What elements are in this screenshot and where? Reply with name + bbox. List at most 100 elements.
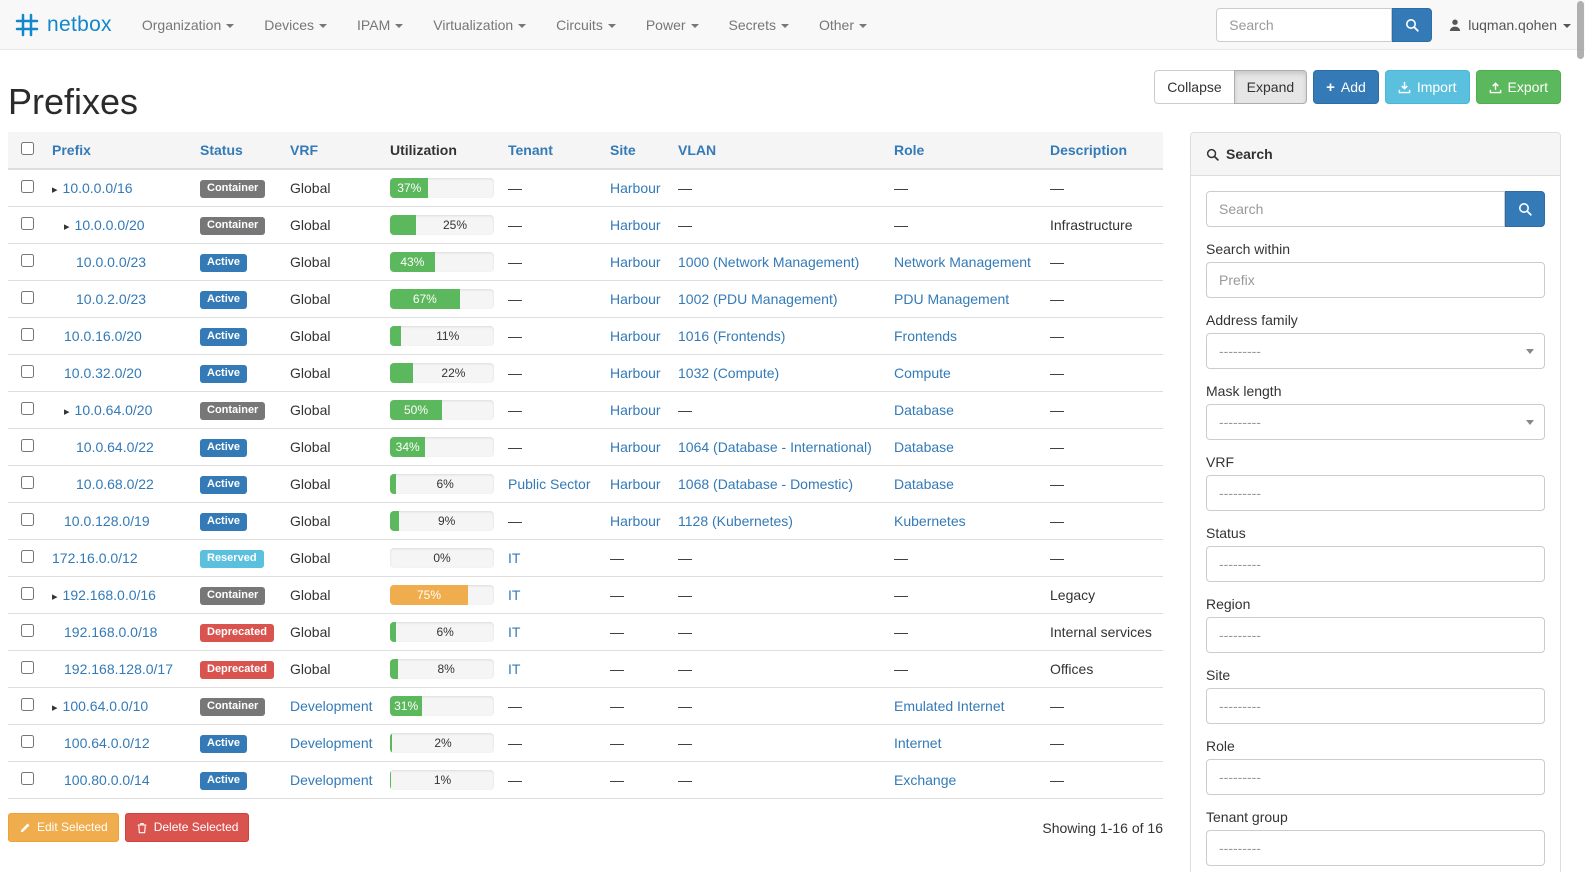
site-link[interactable]: Harbour bbox=[610, 513, 661, 529]
role-link[interactable]: Database bbox=[894, 476, 954, 492]
site-link[interactable]: Harbour bbox=[610, 180, 661, 196]
vrf-link[interactable]: Development bbox=[290, 698, 373, 714]
filter-input-tenant-group[interactable] bbox=[1206, 830, 1545, 866]
filter-select-address-family[interactable]: --------- bbox=[1206, 333, 1545, 369]
user-menu[interactable]: luqman.qohen bbox=[1448, 17, 1571, 33]
site-link[interactable]: Harbour bbox=[610, 254, 661, 270]
row-checkbox[interactable] bbox=[21, 772, 34, 785]
delete-selected-button[interactable]: Delete Selected bbox=[124, 813, 250, 843]
prefix-link[interactable]: 100.64.0.0/10 bbox=[62, 698, 149, 714]
site-link[interactable]: Harbour bbox=[610, 439, 661, 455]
vlan-link[interactable]: 1002 (PDU Management) bbox=[678, 291, 838, 307]
tenant-link[interactable]: IT bbox=[508, 661, 521, 677]
column-header-tenant[interactable]: Tenant bbox=[508, 142, 553, 158]
vrf-link[interactable]: Development bbox=[290, 735, 373, 751]
vrf-link[interactable]: Development bbox=[290, 772, 373, 788]
prefix-link[interactable]: 10.0.64.0/20 bbox=[74, 402, 153, 418]
role-link[interactable]: Database bbox=[894, 402, 954, 418]
column-header-status[interactable]: Status bbox=[200, 142, 243, 158]
role-link[interactable]: Network Management bbox=[894, 254, 1031, 270]
global-search-button[interactable] bbox=[1392, 7, 1433, 42]
collapse-button[interactable]: Collapse bbox=[1154, 70, 1235, 105]
filter-input-vrf[interactable] bbox=[1206, 475, 1545, 511]
filter-input-site[interactable] bbox=[1206, 688, 1545, 724]
prefix-link[interactable]: 172.16.0.0/12 bbox=[52, 550, 138, 566]
site-link[interactable]: Harbour bbox=[610, 291, 661, 307]
row-checkbox[interactable] bbox=[21, 365, 34, 378]
site-link[interactable]: Harbour bbox=[610, 217, 661, 233]
nav-menu-circuits[interactable]: Circuits bbox=[556, 17, 616, 33]
prefix-link[interactable]: 192.168.0.0/18 bbox=[64, 624, 158, 640]
prefix-link[interactable]: 10.0.16.0/20 bbox=[64, 328, 142, 344]
site-link[interactable]: Harbour bbox=[610, 476, 661, 492]
tenant-link[interactable]: IT bbox=[508, 587, 521, 603]
import-button[interactable]: Import bbox=[1384, 70, 1470, 105]
site-link[interactable]: Harbour bbox=[610, 365, 661, 381]
nav-menu-power[interactable]: Power bbox=[646, 17, 699, 33]
row-checkbox[interactable] bbox=[21, 402, 34, 415]
prefix-link[interactable]: 10.0.2.0/23 bbox=[76, 291, 147, 307]
row-checkbox[interactable] bbox=[21, 698, 34, 711]
filter-select-mask-length[interactable]: --------- bbox=[1206, 404, 1545, 440]
select-all-checkbox[interactable] bbox=[21, 142, 34, 155]
scrollbar[interactable] bbox=[1577, 1, 1584, 59]
row-checkbox[interactable] bbox=[21, 661, 34, 674]
role-link[interactable]: Kubernetes bbox=[894, 513, 966, 529]
role-link[interactable]: Frontends bbox=[894, 328, 958, 344]
prefix-link[interactable]: 10.0.0.0/16 bbox=[62, 180, 133, 196]
row-checkbox[interactable] bbox=[21, 217, 34, 230]
role-link[interactable]: Internet bbox=[894, 735, 942, 751]
row-checkbox[interactable] bbox=[21, 735, 34, 748]
nav-menu-secrets[interactable]: Secrets bbox=[729, 17, 789, 33]
row-checkbox[interactable] bbox=[21, 513, 34, 526]
role-link[interactable]: Emulated Internet bbox=[894, 698, 1005, 714]
nav-menu-devices[interactable]: Devices bbox=[264, 17, 328, 33]
vlan-link[interactable]: 1000 (Network Management) bbox=[678, 254, 860, 270]
role-link[interactable]: Exchange bbox=[894, 772, 957, 788]
filter-input-status[interactable] bbox=[1206, 546, 1545, 582]
row-checkbox[interactable] bbox=[21, 550, 34, 563]
vlan-link[interactable]: 1064 (Database - International) bbox=[678, 439, 872, 455]
column-header-site[interactable]: Site bbox=[610, 142, 636, 158]
filter-search-input[interactable] bbox=[1206, 191, 1505, 227]
global-search-input[interactable] bbox=[1216, 7, 1393, 42]
row-checkbox[interactable] bbox=[21, 476, 34, 489]
row-checkbox[interactable] bbox=[21, 439, 34, 452]
filter-input-role[interactable] bbox=[1206, 759, 1545, 795]
row-checkbox[interactable] bbox=[21, 624, 34, 637]
role-link[interactable]: PDU Management bbox=[894, 291, 1010, 307]
nav-menu-organization[interactable]: Organization bbox=[142, 17, 235, 33]
row-checkbox[interactable] bbox=[21, 328, 34, 341]
tenant-link[interactable]: Public Sector bbox=[508, 476, 591, 492]
prefix-link[interactable]: 100.64.0.0/12 bbox=[64, 735, 150, 751]
expand-button[interactable]: Expand bbox=[1233, 70, 1308, 105]
column-header-role[interactable]: Role bbox=[894, 142, 925, 158]
row-checkbox[interactable] bbox=[21, 254, 34, 267]
filter-input-region[interactable] bbox=[1206, 617, 1545, 653]
row-checkbox[interactable] bbox=[21, 587, 34, 600]
role-link[interactable]: Compute bbox=[894, 365, 951, 381]
tenant-link[interactable]: IT bbox=[508, 624, 521, 640]
prefix-link[interactable]: 10.0.0.0/20 bbox=[74, 217, 145, 233]
prefix-link[interactable]: 10.0.0.0/23 bbox=[76, 254, 147, 270]
site-link[interactable]: Harbour bbox=[610, 328, 661, 344]
column-header-vrf[interactable]: VRF bbox=[290, 142, 318, 158]
filter-search-button[interactable] bbox=[1505, 191, 1545, 227]
prefix-link[interactable]: 10.0.128.0/19 bbox=[64, 513, 150, 529]
export-button[interactable]: Export bbox=[1475, 70, 1561, 105]
nav-menu-virtualization[interactable]: Virtualization bbox=[433, 17, 527, 33]
prefix-link[interactable]: 10.0.64.0/22 bbox=[76, 439, 154, 455]
row-checkbox[interactable] bbox=[21, 180, 34, 193]
site-link[interactable]: Harbour bbox=[610, 402, 661, 418]
nav-menu-ipam[interactable]: IPAM bbox=[357, 17, 404, 33]
edit-selected-button[interactable]: Edit Selected bbox=[8, 813, 119, 843]
vlan-link[interactable]: 1032 (Compute) bbox=[678, 365, 780, 381]
prefix-link[interactable]: 192.168.128.0/17 bbox=[64, 661, 173, 677]
brand-link[interactable]: netbox bbox=[14, 12, 112, 38]
prefix-link[interactable]: 192.168.0.0/16 bbox=[62, 587, 156, 603]
filter-input-search-within[interactable] bbox=[1206, 262, 1545, 298]
column-header-description[interactable]: Description bbox=[1050, 142, 1128, 158]
add-button[interactable]: + Add bbox=[1313, 70, 1379, 105]
column-header-prefix[interactable]: Prefix bbox=[52, 142, 91, 158]
role-link[interactable]: Database bbox=[894, 439, 954, 455]
